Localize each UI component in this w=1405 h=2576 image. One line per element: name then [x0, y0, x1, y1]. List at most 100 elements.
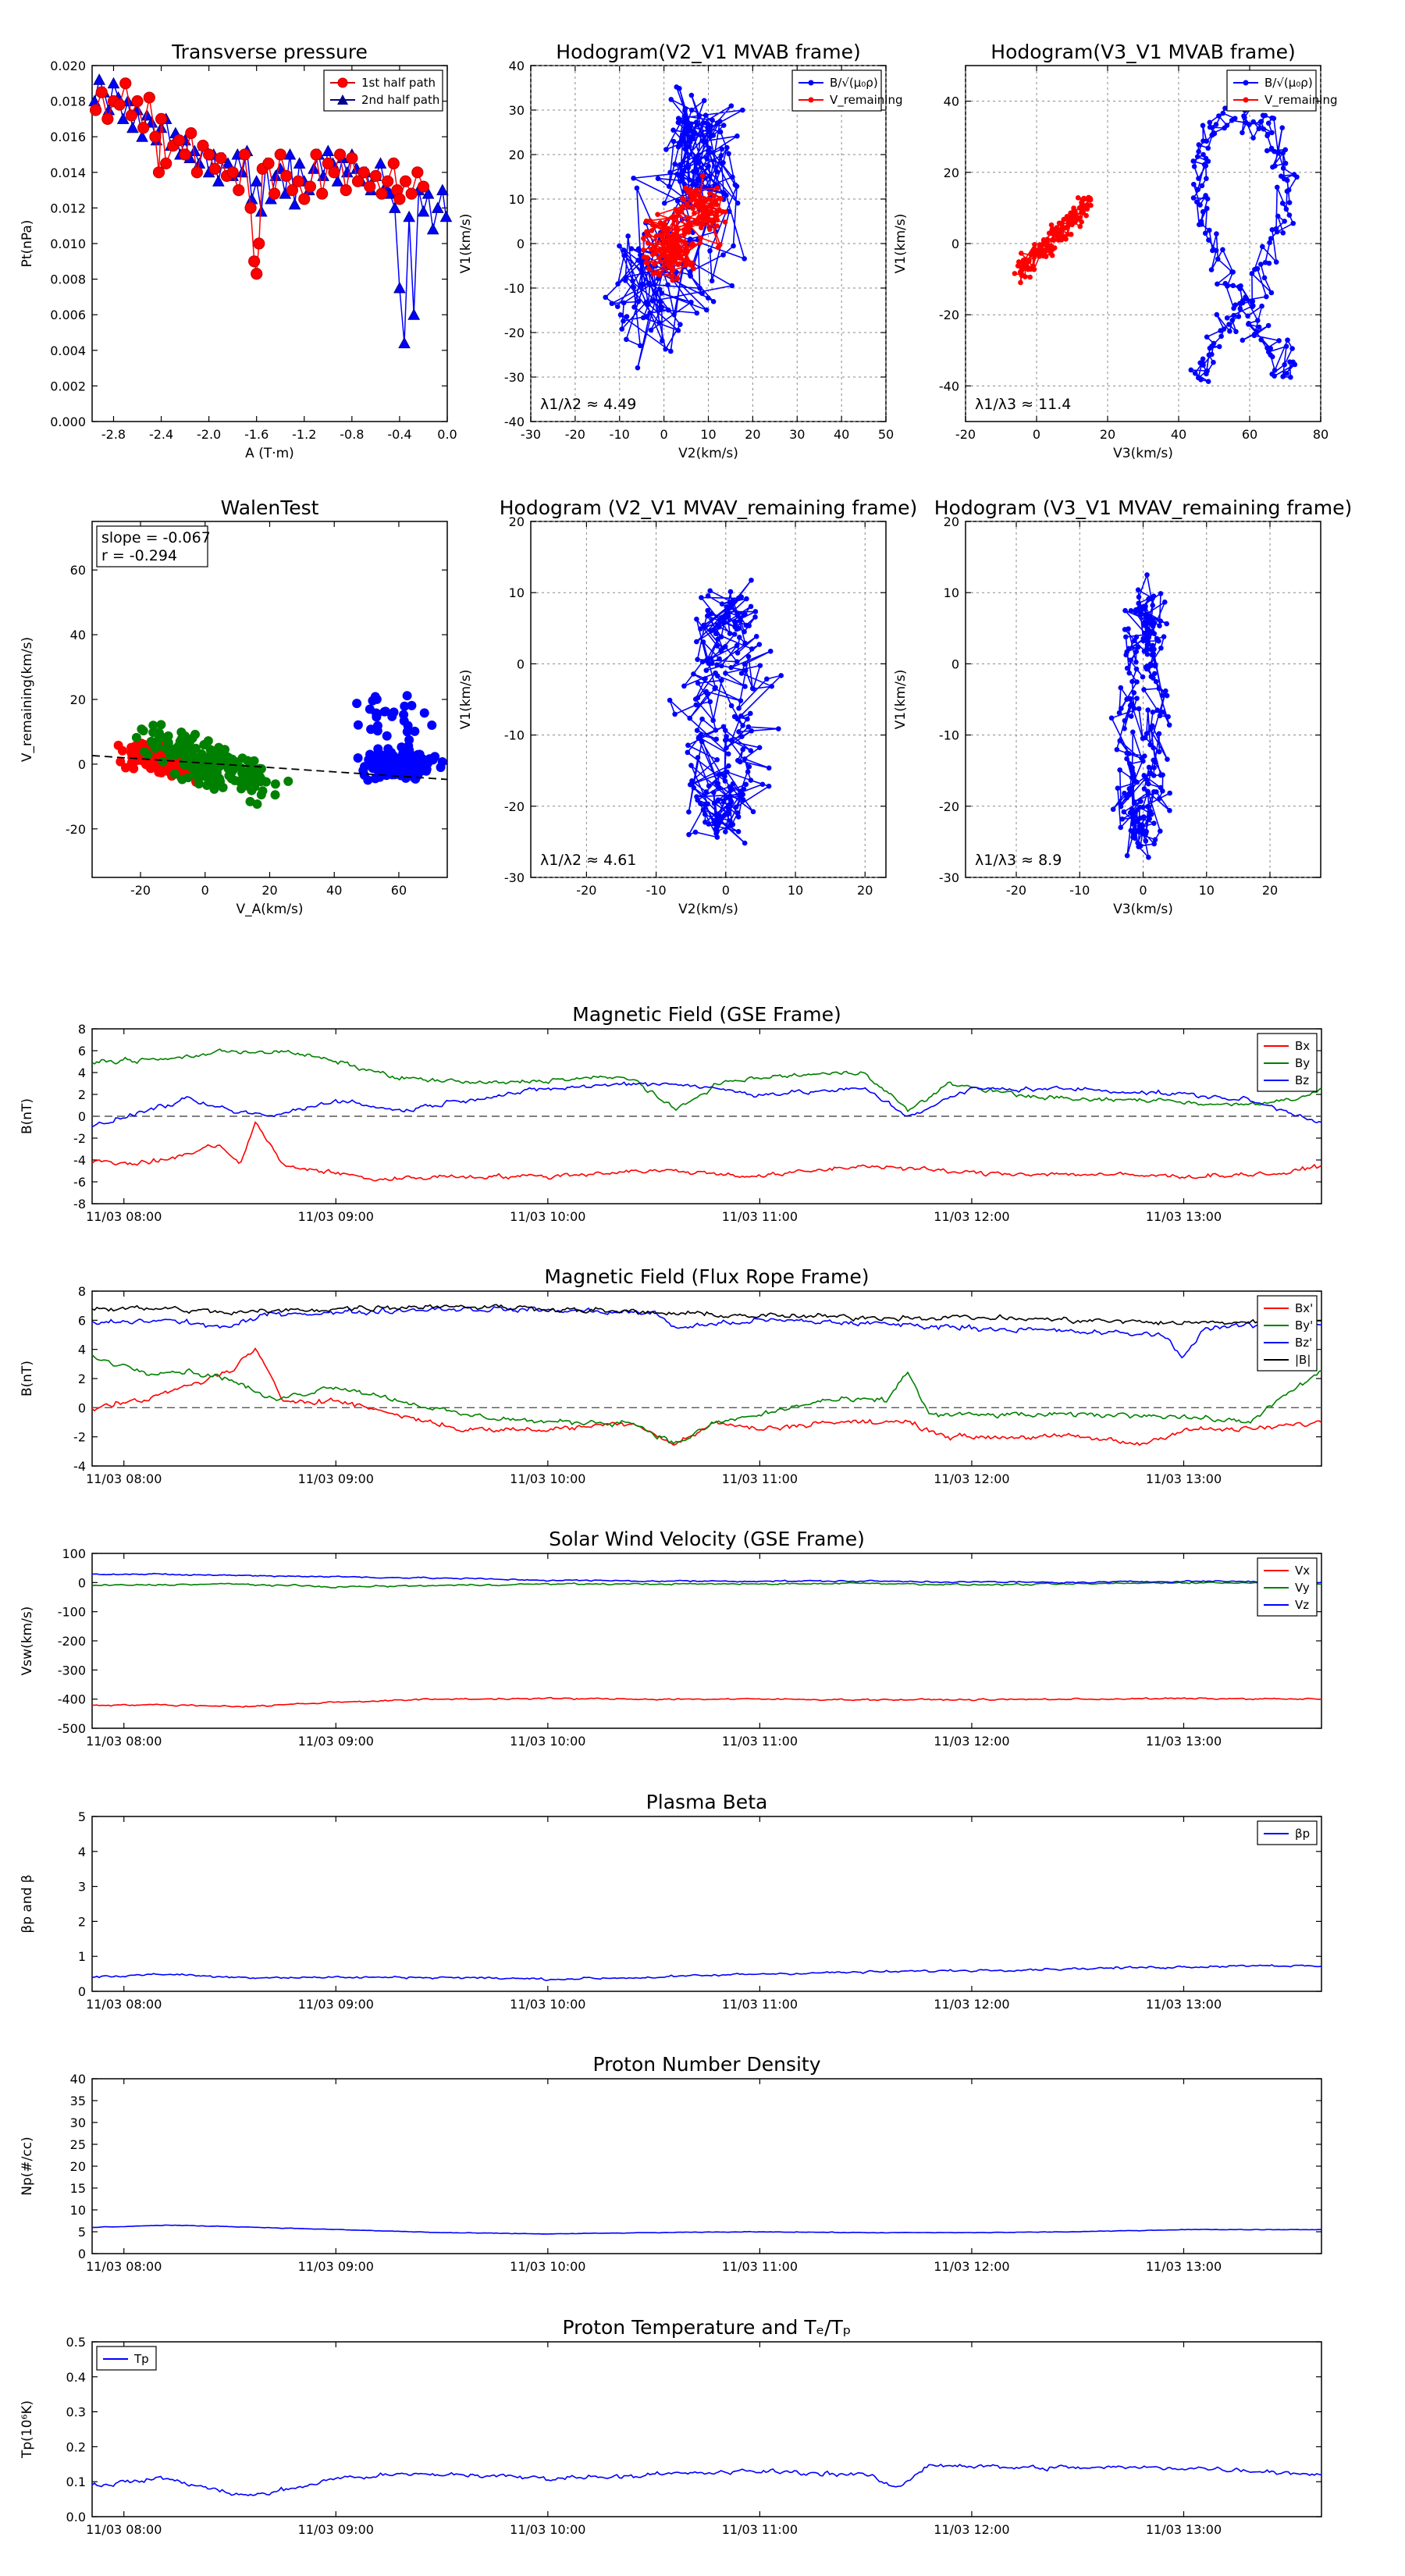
hodogram-point: [703, 789, 710, 795]
hodogram-point: [1158, 591, 1164, 596]
hodogram-point: [1249, 271, 1255, 276]
walen-point: [131, 732, 141, 742]
hodogram-point: [1150, 624, 1156, 629]
legend-label: 1st half path: [361, 76, 436, 90]
hodogram-point: [667, 169, 673, 176]
hodogram-point: [742, 661, 748, 667]
data-point: [436, 183, 449, 196]
hodogram-point: [1126, 751, 1132, 756]
eigen-ratio-annotation: λ1/λ2 ≈ 4.49: [540, 396, 636, 413]
hodogram-point: [695, 656, 700, 663]
hodogram-point: [1127, 696, 1133, 702]
hodogram-point: [1200, 151, 1206, 158]
walen-point: [256, 790, 266, 800]
hodogram-point: [746, 763, 752, 770]
hodogram-point: [718, 196, 724, 201]
hodogram-point: [1143, 612, 1148, 617]
data-point: [131, 95, 144, 108]
hodogram-point: [706, 783, 712, 789]
hodogram-point: [742, 611, 748, 617]
hodogram-point: [1075, 195, 1081, 201]
x-tick-label: 60: [1242, 427, 1257, 442]
chart-title: Transverse pressure: [171, 41, 368, 63]
legend-marker: [808, 97, 814, 103]
hodogram-point: [1196, 142, 1202, 148]
hodogram-point: [689, 260, 695, 266]
hodogram-point: [1160, 709, 1166, 715]
hodogram-point: [731, 632, 738, 637]
hodogram-point: [641, 236, 646, 241]
hodogram-point: [1274, 184, 1280, 190]
hodogram-point: [1252, 266, 1257, 272]
y-tick-label: 0.3: [66, 2405, 86, 2420]
data-point: [369, 169, 382, 182]
hodogram-point: [682, 105, 688, 112]
hodogram-point: [684, 118, 690, 124]
hodogram-point: [1166, 722, 1172, 728]
hodogram-point: [707, 196, 713, 202]
chart-tpt: 11/03 08:00 11/03 09:00 11/03 10:00 11/03 1…: [20, 2316, 1322, 2537]
hodogram-point: [1190, 195, 1197, 201]
data-point: [190, 166, 203, 179]
hodogram-point: [756, 745, 763, 750]
hodogram-point: [707, 247, 713, 254]
hodogram-point: [687, 715, 693, 721]
walen-point: [379, 767, 389, 777]
hodogram-point: [714, 201, 720, 208]
y-tick-label: 0.4: [66, 2370, 86, 2385]
x-tick-label: 11/03 09:00: [298, 1734, 374, 1749]
hodogram-point: [742, 840, 748, 846]
hodogram-point: [1273, 226, 1279, 232]
hodogram-point: [738, 617, 743, 624]
y-tick-label: 0.5: [66, 2335, 86, 2350]
hodogram-point: [1160, 788, 1165, 794]
hodogram-point: [1215, 256, 1221, 262]
y-tick-label: -500: [58, 1721, 86, 1736]
hodogram-point: [714, 185, 720, 191]
hodogram-point: [1210, 247, 1215, 254]
legend-label: V_remaining: [1264, 93, 1338, 108]
x-tick-label: 11/03 08:00: [86, 1997, 162, 2012]
hodogram-point: [1205, 145, 1211, 151]
hodogram-point: [748, 603, 754, 610]
x-tick-label: 11/03 10:00: [510, 2259, 585, 2274]
walen-point: [197, 749, 207, 759]
hodogram-point: [1084, 206, 1090, 212]
y-tick-label: 10: [944, 585, 959, 600]
hodogram-point: [692, 218, 698, 224]
hodogram-point: [713, 827, 719, 832]
hodogram-point: [699, 716, 705, 722]
data-point: [95, 86, 108, 98]
hodogram-point: [745, 653, 752, 660]
y-tick-label: 20: [509, 514, 525, 529]
hodogram-point: [1115, 785, 1121, 791]
hodogram-point: [1240, 337, 1246, 343]
y-tick-label: -20: [939, 308, 959, 322]
walen-point: [370, 692, 380, 702]
hodogram-point: [1077, 215, 1083, 221]
data-point: [89, 104, 102, 116]
hodogram-point: [703, 688, 710, 695]
data-point: [405, 187, 418, 200]
chart-title: Magnetic Field (GSE Frame): [572, 1003, 841, 1026]
hodogram-point: [1233, 329, 1239, 335]
x-tick-label: 11/03 08:00: [86, 1734, 162, 1749]
hodogram-point: [1135, 644, 1141, 650]
hodogram-point: [711, 820, 717, 826]
x-tick-label: 11/03 08:00: [86, 2522, 162, 2537]
hodogram-point: [1148, 811, 1154, 817]
hodogram-point: [692, 210, 697, 216]
hodogram-point: [638, 252, 643, 258]
hodogram-point: [661, 200, 667, 206]
plot-frame: [91, 2341, 1322, 2517]
hodogram-point: [716, 785, 721, 791]
hodogram-point: [1080, 208, 1086, 213]
hodogram-point: [1150, 710, 1156, 715]
data-point: [251, 268, 263, 280]
y-tick-label: 20: [944, 514, 959, 529]
hodogram-point: [1286, 187, 1292, 193]
legend-label: Bz': [1295, 1336, 1312, 1350]
hodogram-point: [694, 728, 700, 733]
walen-point: [402, 691, 412, 701]
data-point: [250, 175, 263, 187]
